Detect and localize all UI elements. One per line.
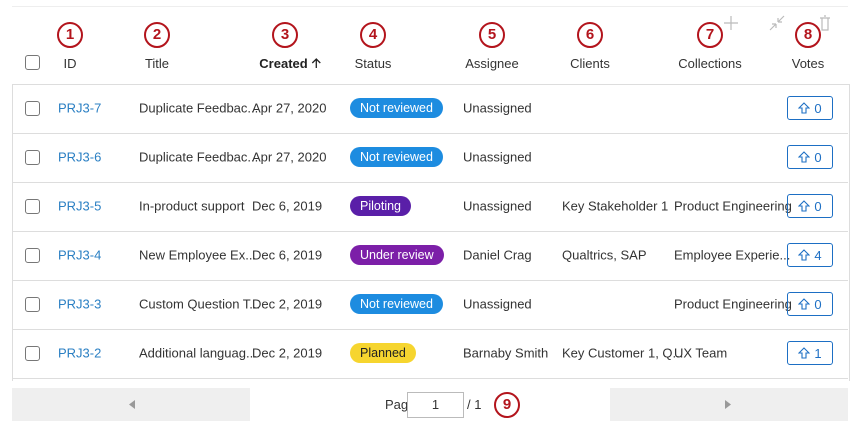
item-title: In-product support bbox=[139, 198, 245, 214]
status-badge: Under review bbox=[350, 245, 444, 265]
vote-icon bbox=[798, 151, 811, 163]
column-header-text: Created bbox=[259, 56, 308, 71]
annotation-marker: 5 bbox=[479, 22, 505, 48]
annotation-marker: 3 bbox=[272, 22, 298, 48]
row-checkbox[interactable] bbox=[25, 101, 40, 116]
row-checkbox[interactable] bbox=[25, 199, 40, 214]
item-created: Dec 6, 2019 bbox=[252, 247, 323, 263]
column-header[interactable]: Votes bbox=[791, 56, 825, 71]
annotation-marker: 2 bbox=[144, 22, 170, 48]
page-total: / 1 bbox=[467, 397, 482, 412]
item-assignee: Unassigned bbox=[463, 198, 532, 214]
status-badge: Piloting bbox=[350, 196, 411, 216]
vote-icon bbox=[798, 298, 811, 310]
item-clients: Qualtrics, SAP bbox=[562, 247, 647, 263]
item-created: Dec 2, 2019 bbox=[252, 296, 323, 312]
vote-count: 1 bbox=[814, 345, 822, 361]
status-badge: Not reviewed bbox=[350, 147, 443, 167]
vote-button[interactable]: 4 bbox=[787, 243, 833, 267]
item-collections: Product Engineering bbox=[674, 296, 792, 312]
item-created: Dec 6, 2019 bbox=[252, 198, 323, 214]
vote-icon bbox=[798, 249, 811, 261]
item-assignee: Unassigned bbox=[463, 100, 532, 116]
item-id-link[interactable]: PRJ3-7 bbox=[58, 100, 102, 116]
item-created: Dec 2, 2019 bbox=[252, 345, 323, 361]
item-collections: UX Team bbox=[674, 345, 728, 361]
item-created: Apr 27, 2020 bbox=[252, 149, 327, 165]
item-assignee: Unassigned bbox=[463, 149, 532, 165]
vote-count: 0 bbox=[814, 149, 822, 165]
vote-button[interactable]: 0 bbox=[787, 292, 833, 316]
item-title: Additional languag... bbox=[139, 345, 257, 361]
vote-count: 0 bbox=[814, 296, 822, 312]
item-id-link[interactable]: PRJ3-5 bbox=[58, 198, 102, 214]
item-collections: Employee Experie... bbox=[674, 247, 791, 263]
table-row bbox=[12, 133, 848, 183]
item-id-link[interactable]: PRJ3-4 bbox=[58, 247, 102, 263]
annotation-marker: 1 bbox=[57, 22, 83, 48]
vote-button[interactable]: 0 bbox=[787, 194, 833, 218]
vote-count: 4 bbox=[814, 247, 822, 263]
annotation-marker: 4 bbox=[360, 22, 386, 48]
item-assignee: Daniel Crag bbox=[463, 247, 532, 263]
column-header[interactable]: ID bbox=[63, 56, 77, 71]
item-collections: Product Engineering bbox=[674, 198, 792, 214]
table-row bbox=[12, 231, 848, 281]
sort-arrow bbox=[312, 58, 322, 68]
vote-count: 0 bbox=[814, 198, 822, 214]
column-header[interactable]: Title bbox=[144, 56, 170, 71]
item-id-link[interactable]: PRJ3-6 bbox=[58, 149, 102, 165]
column-header[interactable]: Collections bbox=[678, 56, 742, 71]
item-title: New Employee Ex... bbox=[139, 247, 257, 263]
column-header[interactable]: Clients bbox=[570, 56, 610, 71]
table-row bbox=[12, 280, 848, 330]
select-all-checkbox[interactable] bbox=[25, 55, 40, 70]
delete-icon[interactable] bbox=[820, 15, 830, 31]
item-title: Custom Question T... bbox=[139, 296, 261, 312]
item-assignee: Barnaby Smith bbox=[463, 345, 549, 361]
next-page-button[interactable] bbox=[610, 388, 848, 421]
item-assignee: Unassigned bbox=[463, 296, 532, 312]
vote-icon bbox=[798, 102, 811, 114]
annotation-marker: 7 bbox=[697, 22, 723, 48]
row-checkbox[interactable] bbox=[25, 248, 40, 263]
column-header-sortable[interactable]: Created bbox=[259, 56, 322, 71]
add-icon[interactable] bbox=[724, 16, 738, 30]
status-badge: Not reviewed bbox=[350, 98, 443, 118]
annotation-marker: 9 bbox=[494, 392, 520, 418]
status-badge: Not reviewed bbox=[350, 294, 443, 314]
item-id-link[interactable]: PRJ3-3 bbox=[58, 296, 102, 312]
toolbar-line bbox=[12, 6, 848, 7]
vote-count: 0 bbox=[814, 100, 822, 116]
item-clients: Key Customer 1, Q... bbox=[562, 345, 684, 361]
item-title: Duplicate Feedbac... bbox=[139, 149, 259, 165]
next-icon bbox=[725, 400, 731, 409]
table-row bbox=[12, 182, 848, 232]
page-input[interactable]: 1 bbox=[407, 392, 464, 418]
item-title: Duplicate Feedbac... bbox=[139, 100, 259, 116]
status-badge: Planned bbox=[350, 343, 416, 363]
row-checkbox[interactable] bbox=[25, 346, 40, 361]
column-header[interactable]: Status bbox=[354, 56, 392, 71]
table-row bbox=[12, 329, 848, 379]
item-id-link[interactable]: PRJ3-2 bbox=[58, 345, 102, 361]
vote-button[interactable]: 0 bbox=[787, 96, 833, 120]
item-clients: Key Stakeholder 1 bbox=[562, 198, 669, 214]
vote-button[interactable]: 1 bbox=[787, 341, 833, 365]
annotation-marker: 6 bbox=[577, 22, 603, 48]
column-header[interactable]: Assignee bbox=[465, 56, 519, 71]
row-checkbox[interactable] bbox=[25, 297, 40, 312]
prev-page-button[interactable] bbox=[12, 388, 250, 421]
item-created: Apr 27, 2020 bbox=[252, 100, 327, 116]
row-checkbox[interactable] bbox=[25, 150, 40, 165]
vote-button[interactable]: 0 bbox=[787, 145, 833, 169]
collapse-icon[interactable] bbox=[769, 15, 785, 31]
annotation-marker: 8 bbox=[795, 22, 821, 48]
vote-icon bbox=[798, 347, 811, 359]
table-row bbox=[12, 84, 848, 134]
prev-icon bbox=[129, 400, 135, 409]
toolbar-icons bbox=[724, 15, 830, 31]
vote-icon bbox=[798, 200, 811, 212]
